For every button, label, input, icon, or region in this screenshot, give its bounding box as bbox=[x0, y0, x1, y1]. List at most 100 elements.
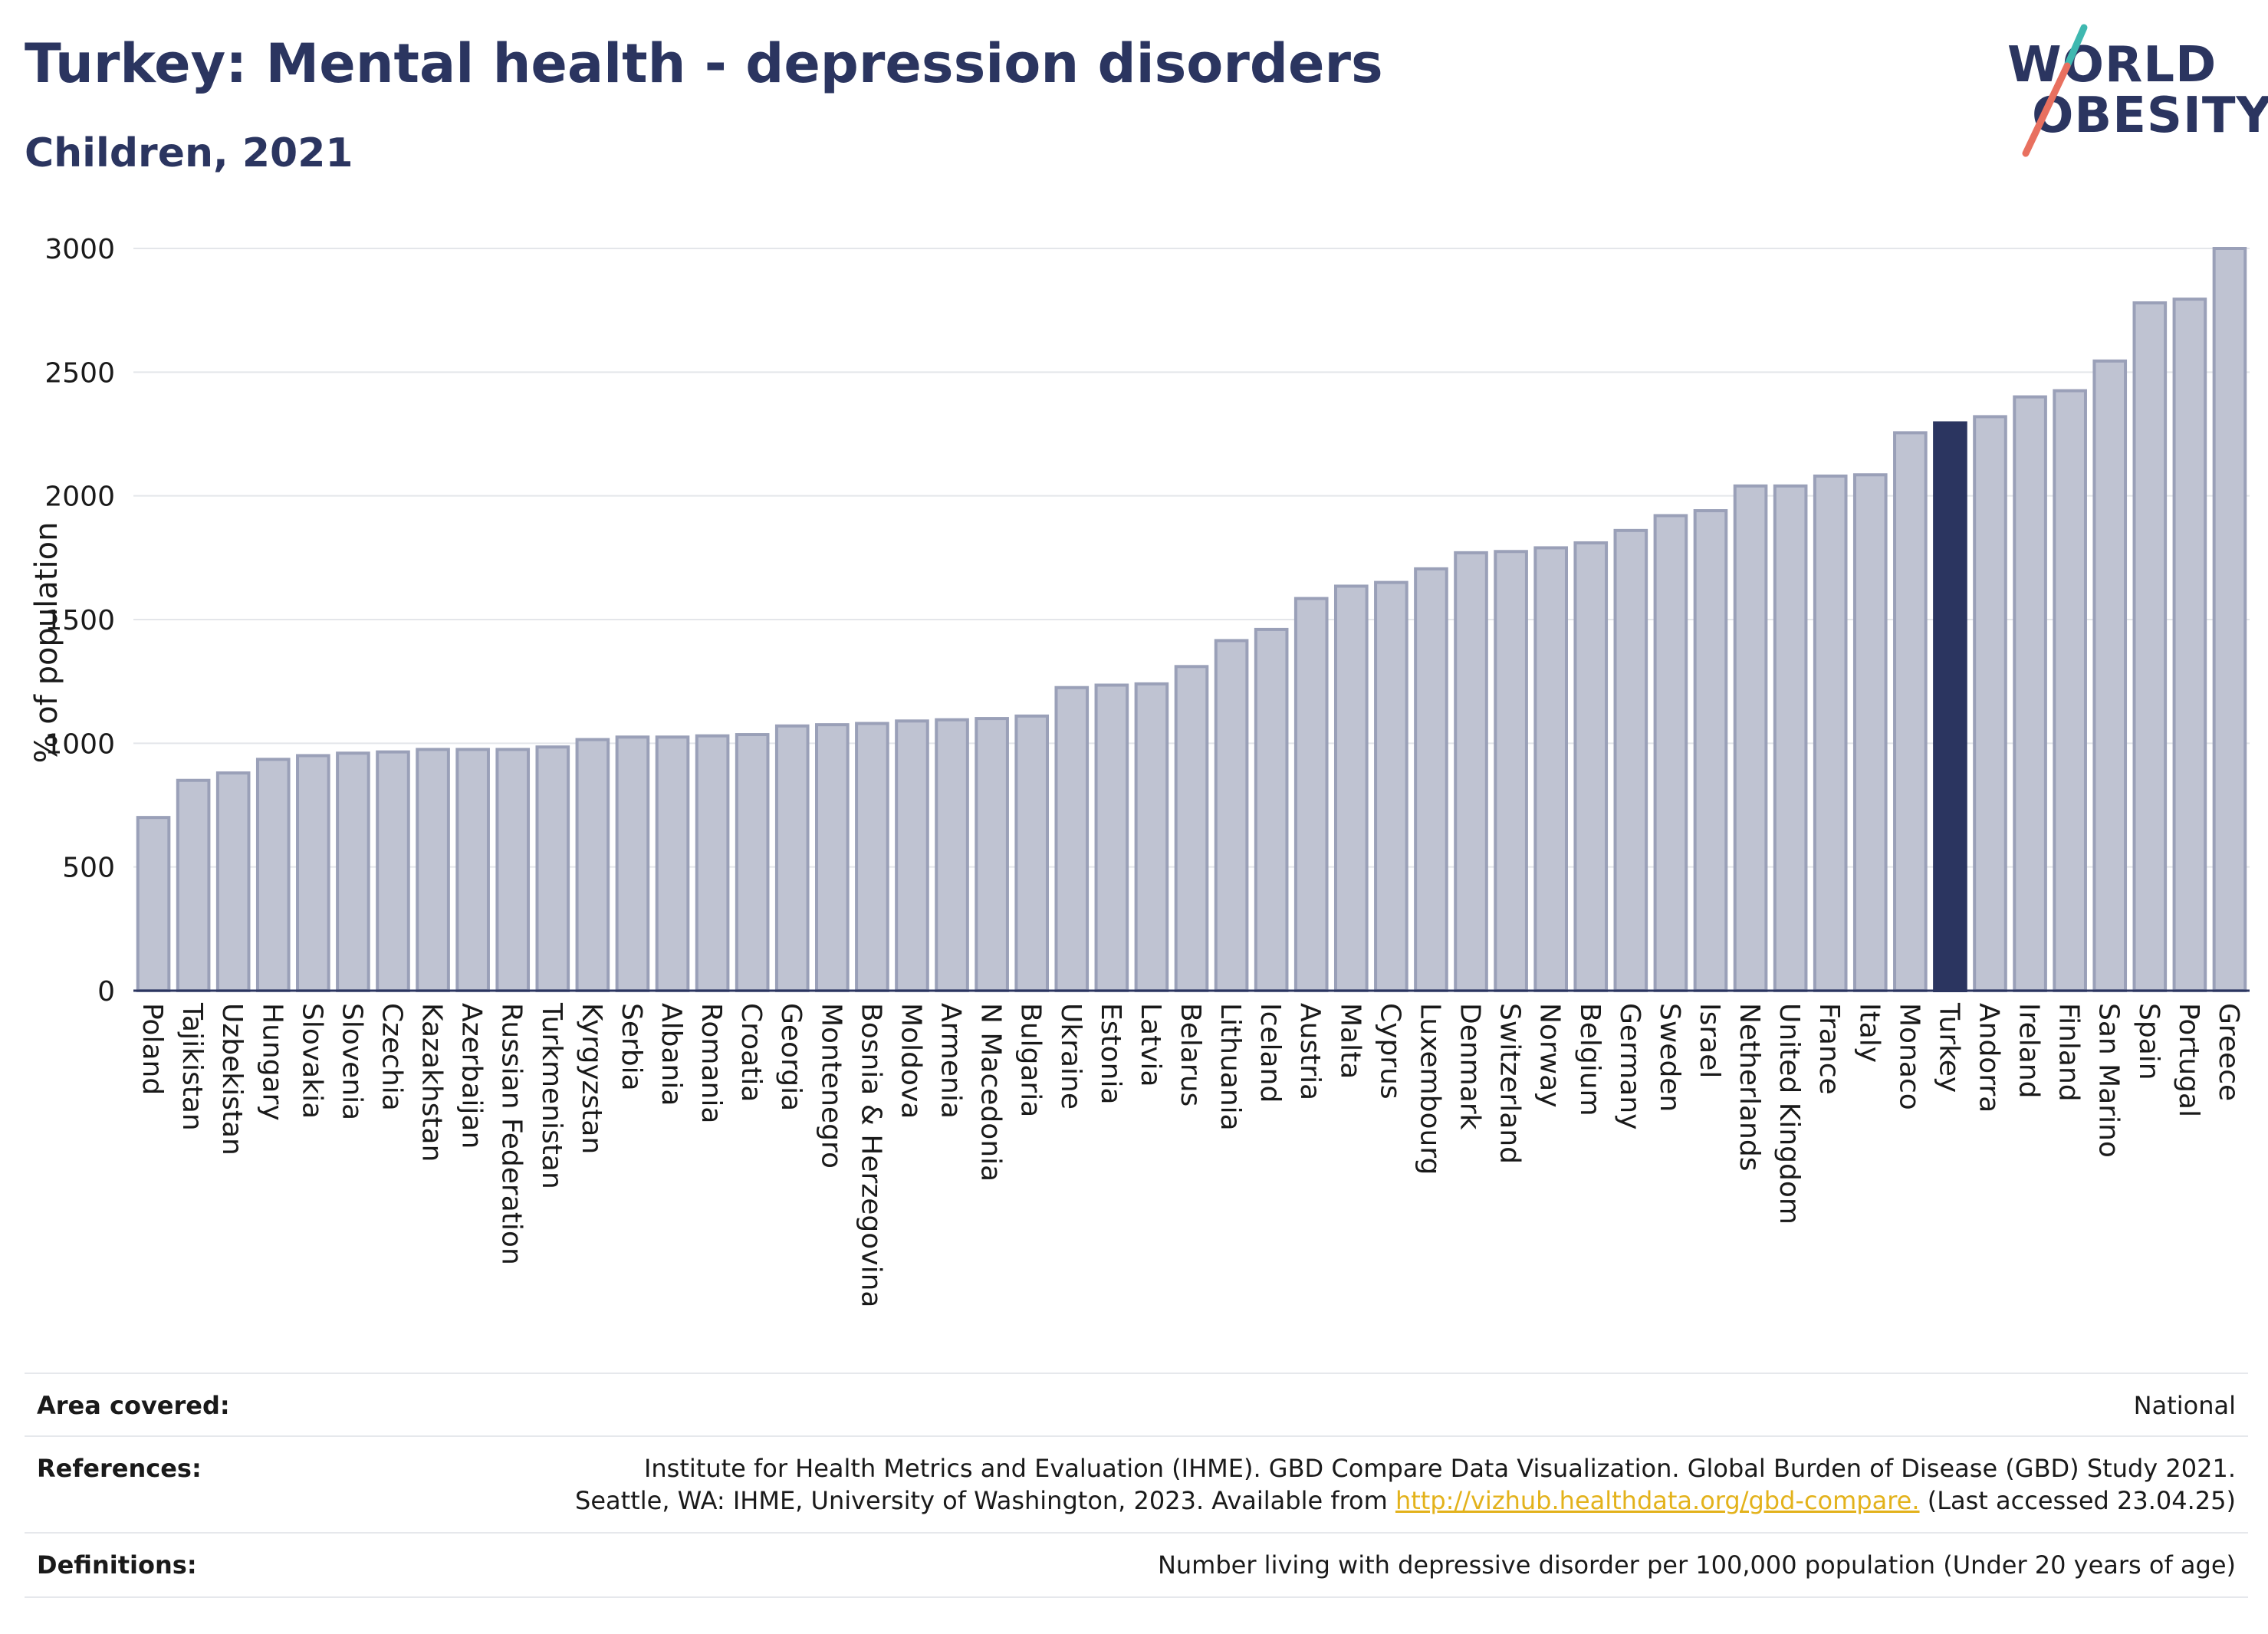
y-tick-label: 1000 bbox=[44, 728, 115, 760]
x-tick-label: Sweden bbox=[1654, 1003, 1685, 1112]
x-tick-label: Monaco bbox=[1893, 1003, 1925, 1110]
x-tick-label: Romania bbox=[695, 1003, 727, 1123]
x-tick-label: Spain bbox=[2133, 1003, 2164, 1080]
x-tick-label: Estonia bbox=[1095, 1003, 1126, 1105]
footer-area-row: Area covered: National bbox=[25, 1373, 2248, 1435]
bar bbox=[1014, 714, 1050, 993]
x-tick-label: Lithuania bbox=[1215, 1003, 1246, 1131]
bar bbox=[1852, 473, 1888, 992]
definitions-value: Number living with depressive disorder p… bbox=[1157, 1550, 2236, 1580]
x-tick-label: Turkey bbox=[1933, 1002, 1964, 1093]
bar bbox=[136, 816, 171, 992]
bar bbox=[215, 771, 251, 992]
x-tick-label: Armenia bbox=[935, 1003, 967, 1119]
x-tick-label: Denmark bbox=[1454, 1003, 1486, 1130]
footer-definitions-row: Definitions: Number living with depressi… bbox=[25, 1532, 2248, 1598]
x-tick-label: San Marino bbox=[2093, 1003, 2125, 1158]
references-line-2-pre: Seattle, WA: IHME, University of Washing… bbox=[575, 1486, 1395, 1515]
bar bbox=[535, 745, 570, 992]
x-tick-label: Switzerland bbox=[1494, 1003, 1526, 1164]
x-tick-label: Luxembourg bbox=[1414, 1003, 1445, 1175]
footer-references-row: References: Institute for Health Metrics… bbox=[25, 1435, 2248, 1532]
references-line-2-post: (Last accessed 23.04.25) bbox=[1919, 1486, 2236, 1515]
x-tick-label: Uzbekistan bbox=[216, 1003, 248, 1156]
x-tick-label: Netherlands bbox=[1734, 1003, 1765, 1171]
y-tick-label: 2500 bbox=[44, 357, 115, 389]
chart-subtitle: Children, 2021 bbox=[25, 130, 353, 176]
bar bbox=[455, 748, 490, 993]
x-tick-label: Israel bbox=[1694, 1003, 1725, 1078]
y-tick-label: 3000 bbox=[44, 234, 115, 265]
bar bbox=[774, 724, 810, 992]
logo-word-obesity: OBESITY bbox=[2032, 87, 2268, 144]
x-tick-label: Cyprus bbox=[1374, 1003, 1405, 1100]
x-tick-label: Germany bbox=[1614, 1003, 1645, 1129]
x-tick-label: Belgium bbox=[1574, 1003, 1606, 1116]
references-line-1: Institute for Health Metrics and Evaluat… bbox=[643, 1454, 2236, 1483]
bar-chart: 0 500 1000 1500 2000 2500 3000 % of population P… bbox=[29, 234, 2250, 1307]
x-tick-label: Azerbaijan bbox=[456, 1003, 488, 1149]
x-tick-label: Slovenia bbox=[336, 1003, 367, 1120]
bar bbox=[1454, 551, 1488, 992]
bar bbox=[2092, 359, 2128, 992]
bar bbox=[1254, 627, 1289, 992]
bar bbox=[1494, 550, 1528, 992]
references-link[interactable]: http://vizhub.healthdata.org/gbd-compare… bbox=[1395, 1486, 1920, 1515]
bar bbox=[1573, 541, 1609, 992]
bar bbox=[655, 735, 690, 992]
bar bbox=[2013, 395, 2047, 992]
bar bbox=[1134, 682, 1169, 992]
bar bbox=[1533, 546, 1568, 992]
bar bbox=[2212, 247, 2247, 992]
logo-slash-icon bbox=[2022, 24, 2088, 157]
x-tick-label: Ireland bbox=[2013, 1003, 2045, 1099]
bar bbox=[1693, 509, 1728, 992]
logo-word-world: WORLD bbox=[2007, 37, 2217, 94]
x-tick-label: Georgia bbox=[775, 1003, 807, 1111]
bar bbox=[735, 733, 770, 992]
bar bbox=[176, 778, 211, 992]
x-tick-label: Montenegro bbox=[815, 1003, 846, 1169]
x-tick-label: Hungary bbox=[256, 1003, 288, 1121]
bar bbox=[376, 750, 410, 992]
bar bbox=[695, 734, 730, 992]
x-tick-label: Andorra bbox=[1974, 1003, 2005, 1113]
x-tick-label: Norway bbox=[1534, 1003, 1566, 1108]
bar bbox=[1773, 484, 1808, 992]
bar bbox=[1893, 431, 1928, 992]
x-tick-label: Czechia bbox=[376, 1003, 407, 1111]
x-tick-label: Croatia bbox=[735, 1003, 767, 1102]
bar bbox=[1333, 584, 1369, 992]
bar bbox=[1973, 415, 2007, 992]
references-line-2: Seattle, WA: IHME, University of Washing… bbox=[575, 1486, 2236, 1515]
bar bbox=[1414, 567, 1448, 992]
x-tick-label: Russian Federation bbox=[496, 1003, 528, 1265]
x-tick-label: Portugal bbox=[2173, 1003, 2204, 1117]
x-tick-label: Bosnia & Herzegovina bbox=[855, 1003, 886, 1307]
bar bbox=[255, 758, 291, 992]
bar bbox=[575, 738, 610, 992]
x-tick-label: United Kingdom bbox=[1773, 1003, 1805, 1225]
area-covered-value: National bbox=[2133, 1391, 2236, 1420]
bar bbox=[1733, 484, 1768, 992]
references-label: References: bbox=[37, 1454, 202, 1483]
x-tick-label: Belarus bbox=[1175, 1003, 1206, 1106]
bar bbox=[336, 751, 370, 992]
y-axis-label: % of population bbox=[29, 522, 64, 764]
x-tick-label: Finland bbox=[2053, 1003, 2085, 1102]
y-tick-label: 500 bbox=[62, 853, 115, 884]
x-tick-label: Tajikistan bbox=[176, 1002, 208, 1131]
x-tick-label: Iceland bbox=[1254, 1003, 1286, 1103]
bar bbox=[1613, 528, 1648, 992]
x-tick-label: Serbia bbox=[616, 1003, 647, 1091]
x-tick-label: Malta bbox=[1334, 1003, 1366, 1079]
bar bbox=[1174, 665, 1209, 992]
bar bbox=[975, 717, 1009, 992]
world-obesity-logo: WORLD OBESITY bbox=[1994, 23, 2268, 161]
x-tick-label: Ukraine bbox=[1055, 1003, 1086, 1110]
x-tick-label: N Macedonia bbox=[975, 1003, 1007, 1182]
y-tick-label: 2000 bbox=[44, 482, 115, 513]
bar bbox=[296, 754, 330, 992]
bar bbox=[2172, 298, 2207, 992]
bar bbox=[416, 748, 450, 993]
